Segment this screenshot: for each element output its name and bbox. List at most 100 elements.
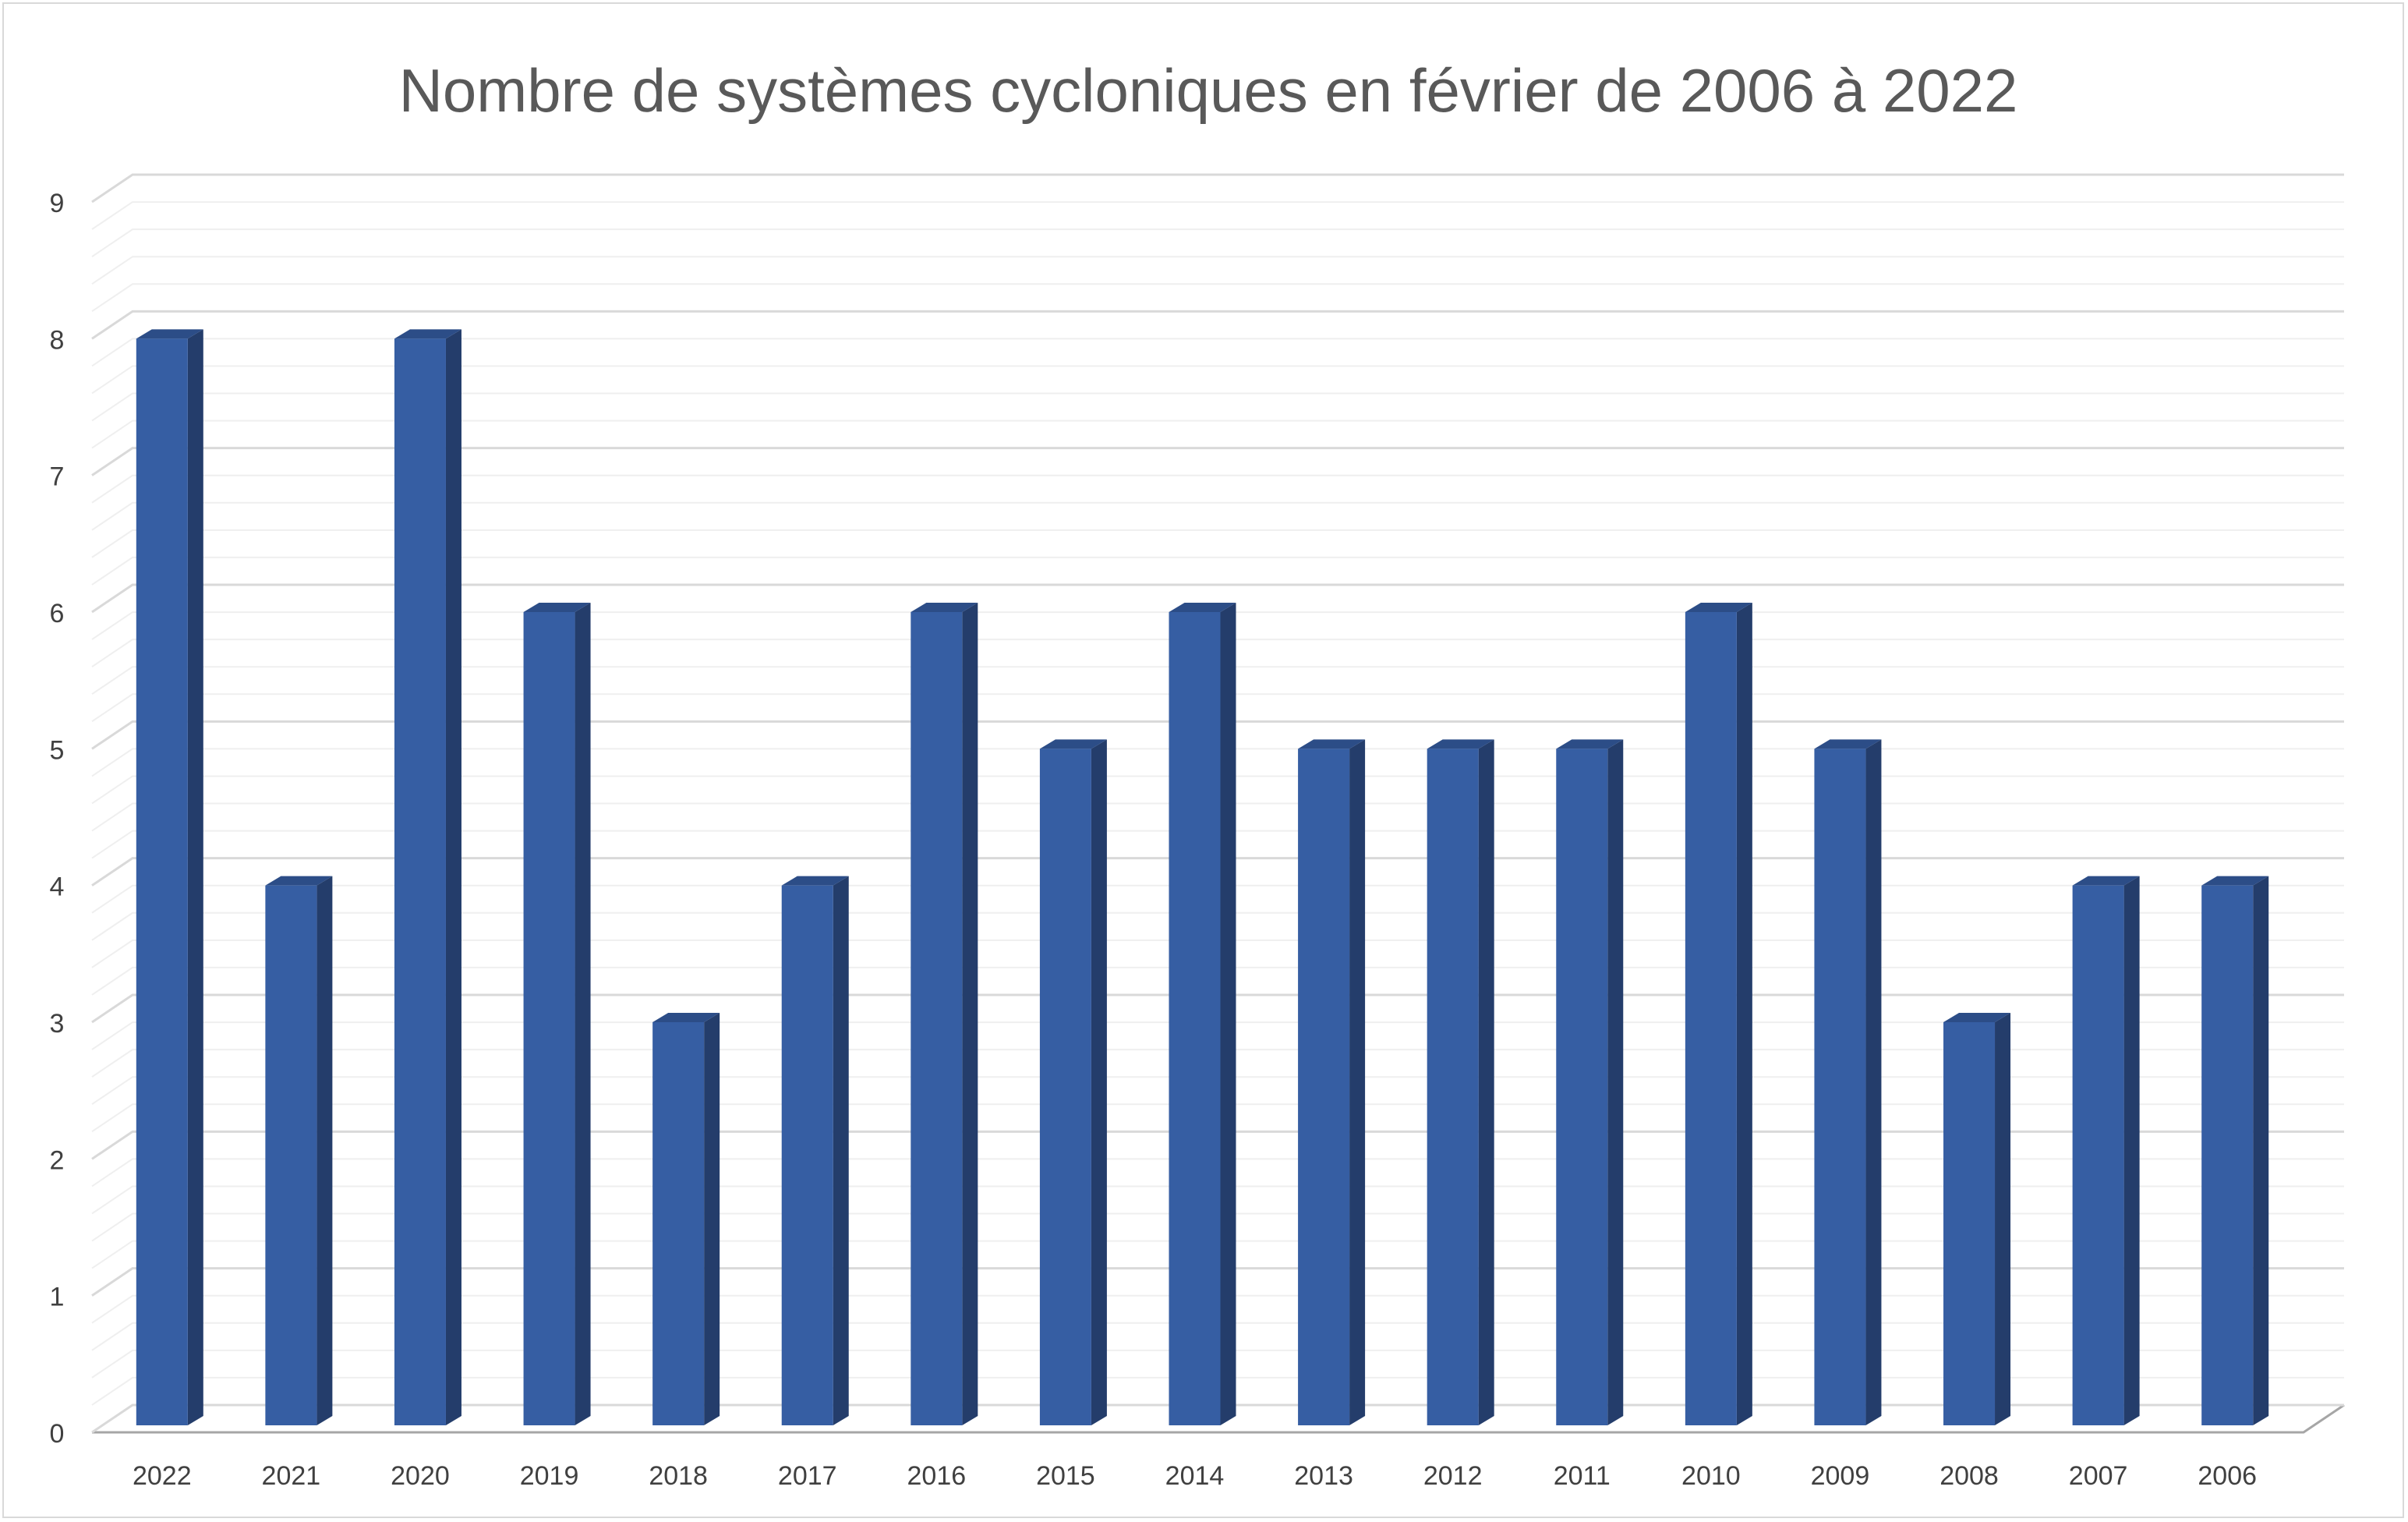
x-tick-label: 2008 [1939,1461,1999,1491]
bar-top [2201,876,2269,886]
x-tick-label: 2015 [1036,1461,1095,1491]
bar-2021 [265,876,333,1425]
x-tick-label: 2019 [520,1461,579,1491]
major-gridline [91,720,2344,750]
minor-gridline [91,419,2344,449]
minor-gridline [91,666,2344,696]
y-tick-label: 4 [50,872,65,902]
bar-top [652,1013,720,1022]
minor-gridline [91,256,2344,285]
minor-gridline [91,201,2344,230]
bar-side [1478,739,1494,1425]
bar-2011 [1556,739,1624,1425]
y-tick-label: 1 [50,1283,65,1312]
bar-top [1943,1013,2011,1022]
minor-gridline [91,283,2344,313]
x-axis-floor [92,1403,2345,1434]
bar-side [2123,876,2140,1425]
chart-title: Nombre de systèmes cycloniques en févrie… [399,56,2018,125]
bar-side [187,329,203,1425]
bar-2018 [652,1013,720,1425]
bar-2006 [2201,876,2269,1425]
y-tick-label: 5 [50,735,65,765]
bar-2017 [781,876,849,1425]
bar-side [1995,1013,2011,1425]
bar-2020 [394,329,461,1425]
major-gridline [91,173,2344,204]
x-tick-label: 2013 [1294,1461,1353,1491]
bar-side [1349,739,1366,1425]
y-tick-label: 7 [50,462,65,492]
bar-front [1685,612,1737,1425]
bar-front [1556,749,1608,1425]
bar-front [1169,612,1221,1425]
bars [136,329,2269,1425]
bar-2012 [1427,739,1494,1425]
bar-top [394,329,461,339]
bar-front [2201,885,2254,1425]
bar-top [1814,739,1882,749]
bar-front [911,612,963,1425]
bar-front [523,612,575,1425]
bar-top [1556,739,1624,749]
bar-top [1169,603,1236,612]
minor-gridline [91,392,2344,422]
bar-2016 [911,603,978,1425]
bar-side [704,1013,720,1425]
bar-front [136,338,188,1425]
x-axis-ticks: 2022 2021 2020 2019 2018 2017 2016 2015 2014 2013… [133,1461,2257,1491]
minor-gridline [91,365,2344,395]
bar-2014 [1169,603,1236,1425]
bar-top [1685,603,1752,612]
bar-top [1298,739,1366,749]
minor-gridline [91,556,2344,586]
bar-side [575,603,591,1425]
x-tick-label: 2017 [778,1461,837,1491]
bar-front [1427,749,1479,1425]
bar-front [1943,1022,1996,1425]
x-tick-label: 2020 [391,1461,450,1491]
y-tick-label: 8 [50,325,65,355]
x-tick-label: 2018 [649,1461,708,1491]
chart-svg: Nombre de systèmes cycloniques en févrie… [50,56,2345,1491]
bar-2007 [2072,876,2140,1425]
x-tick-label: 2022 [133,1461,192,1491]
bar-front [781,885,833,1425]
major-gridline [91,447,2344,476]
x-tick-label: 2021 [262,1461,321,1491]
bar-side [1736,603,1752,1425]
y-tick-label: 0 [50,1419,65,1449]
minor-gridline [91,693,2344,723]
minor-gridline [91,228,2344,257]
bar-side [316,876,333,1425]
x-tick-label: 2009 [1811,1461,1870,1491]
y-axis-ticks: 0 1 2 3 4 5 6 7 8 9 [50,189,65,1449]
bar-front [1039,749,1091,1425]
bar-top [1427,739,1494,749]
major-gridline [91,310,2344,340]
bar-front [2072,885,2124,1425]
x-tick-label: 2014 [1165,1461,1225,1491]
minor-gridline [91,611,2344,640]
bar-top [265,876,333,886]
minor-gridline [91,501,2344,531]
bar-2019 [523,603,591,1425]
bar-side [2253,876,2269,1425]
minor-gridline [91,474,2344,504]
bar-2010 [1685,603,1752,1425]
minor-gridline [91,639,2344,667]
y-tick-label: 9 [50,189,65,218]
bar-2015 [1039,739,1107,1425]
bar-side [1865,739,1882,1425]
bar-top [523,603,591,612]
minor-gridline [91,338,2344,367]
y-tick-label: 6 [50,599,65,628]
bar-top [136,329,203,339]
bar-top [2072,876,2140,886]
bar-top [911,603,978,612]
bar-front [1814,749,1866,1425]
x-tick-label: 2007 [2069,1461,2128,1491]
x-tick-label: 2012 [1423,1461,1483,1491]
bar-side [833,876,849,1425]
